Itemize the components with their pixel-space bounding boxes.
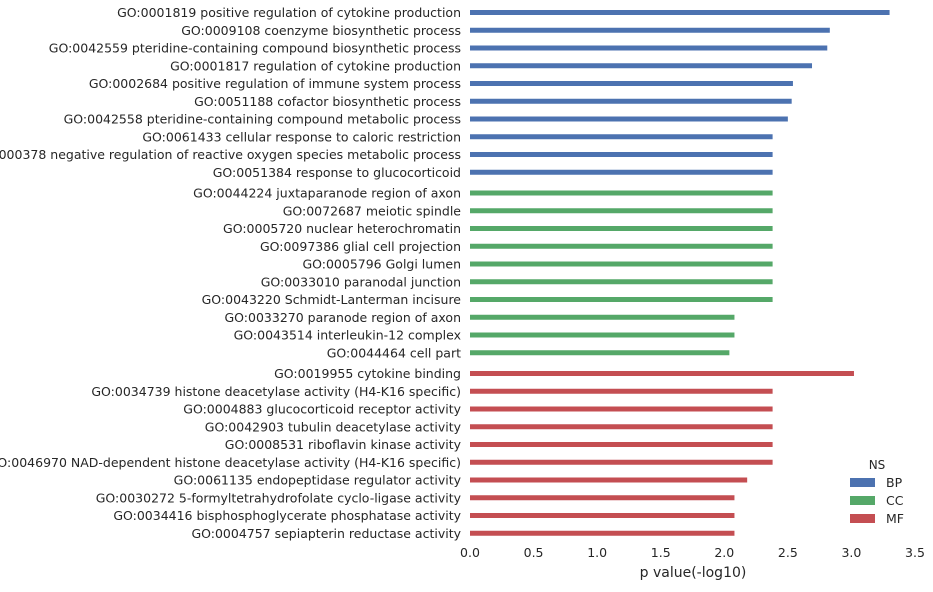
bar-mf bbox=[470, 530, 735, 536]
bar-mf bbox=[470, 459, 773, 465]
bar-cc bbox=[470, 190, 773, 196]
bar-mf bbox=[470, 495, 735, 501]
bar-cc bbox=[470, 350, 730, 356]
legend: NS BP CC MF bbox=[850, 458, 904, 526]
bar-cc bbox=[470, 226, 773, 231]
x-axis-ticks: 0.0 0.5 1.0 1.5 2.0 2.5 3.0 3.5 bbox=[460, 545, 925, 560]
category-label: GO:0009108 coenzyme biosynthetic process bbox=[181, 23, 461, 38]
legend-label-mf: MF bbox=[886, 511, 904, 526]
bar-cc bbox=[470, 332, 735, 338]
bar-cc bbox=[470, 297, 773, 302]
category-label: GO:0005796 Golgi lumen bbox=[302, 257, 461, 272]
legend-title: NS bbox=[869, 458, 886, 472]
x-tick-label: 1.5 bbox=[651, 545, 671, 560]
category-label: GO:0042559 pteridine-containing compound… bbox=[49, 41, 461, 56]
bar-mf bbox=[470, 388, 773, 394]
bar-mf bbox=[470, 424, 773, 430]
category-label: GO:0097386 glial cell projection bbox=[260, 239, 461, 254]
bar-cc bbox=[470, 314, 735, 320]
category-label: GO:0033270 paranode region of axon bbox=[225, 310, 462, 325]
bar-mf bbox=[470, 406, 773, 412]
category-label: GO:0042558 pteridine-containing compound… bbox=[64, 112, 461, 127]
bar-bp bbox=[470, 10, 890, 15]
bar-mf bbox=[470, 442, 773, 447]
category-label: GO:0051188 cofactor biosynthetic process bbox=[194, 94, 461, 109]
category-labels: GO:0001819 positive regulation of cytoki… bbox=[0, 5, 462, 541]
category-label: GO:0033010 paranodal junction bbox=[261, 274, 461, 289]
category-label: GO:0044224 juxtaparanode region of axon bbox=[193, 186, 461, 201]
category-label: GO:0043514 interleukin-12 complex bbox=[234, 328, 461, 343]
bar-bp bbox=[470, 63, 813, 69]
category-label: GO:0001817 regulation of cytokine produc… bbox=[170, 58, 461, 73]
bar-mf bbox=[470, 371, 854, 376]
category-label: GO:0043220 Schmidt-Lanterman incisure bbox=[202, 292, 462, 307]
legend-swatch-mf bbox=[850, 514, 875, 523]
category-label: GO:2000378 negative regulation of reacti… bbox=[0, 147, 461, 162]
bar-bp bbox=[470, 134, 773, 140]
x-tick-label: 3.0 bbox=[841, 545, 861, 560]
category-label: GO:0044464 cell part bbox=[327, 345, 461, 360]
legend-swatch-cc bbox=[850, 496, 875, 505]
x-axis-title: p value(-log10) bbox=[640, 565, 747, 581]
bar-cc bbox=[470, 261, 773, 267]
category-label: GO:0001819 positive regulation of cytoki… bbox=[117, 5, 461, 20]
x-tick-label: 3.5 bbox=[905, 545, 925, 560]
bar-mf bbox=[470, 513, 735, 518]
legend-label-cc: CC bbox=[886, 493, 904, 508]
category-label: GO:0051384 response to glucocorticoid bbox=[213, 165, 461, 180]
bar-cc bbox=[470, 243, 773, 249]
bar-bp bbox=[470, 81, 793, 86]
category-label: GO:0034416 bisphosphoglycerate phosphata… bbox=[113, 508, 461, 523]
bar-bp bbox=[470, 27, 830, 33]
bar-mf bbox=[470, 477, 748, 483]
category-label: GO:0004883 glucocorticoid receptor activ… bbox=[183, 402, 461, 417]
legend-swatch-bp bbox=[850, 478, 875, 487]
category-label: GO:0061433 cellular response to caloric … bbox=[142, 129, 461, 144]
category-label: GO:0042903 tubulin deacetylase activity bbox=[205, 419, 462, 434]
bar-bp bbox=[470, 45, 828, 51]
category-label: GO:0019955 cytokine binding bbox=[274, 366, 461, 381]
x-tick-label: 1.0 bbox=[587, 545, 607, 560]
legend-label-bp: BP bbox=[886, 475, 903, 490]
category-label: GO:0008531 riboflavin kinase activity bbox=[225, 437, 462, 452]
category-label: GO:0004757 sepiapterin reductase activit… bbox=[191, 526, 461, 541]
bar-bp bbox=[470, 98, 792, 104]
x-tick-label: 2.5 bbox=[778, 545, 798, 560]
category-label: GO:0005720 nuclear heterochromatin bbox=[223, 221, 461, 236]
x-tick-label: 2.0 bbox=[714, 545, 734, 560]
x-tick-label: 0.0 bbox=[460, 545, 480, 560]
category-label: GO:0072687 meiotic spindle bbox=[283, 203, 462, 218]
category-label: GO:0046970 NAD-dependent histone deacety… bbox=[0, 455, 461, 470]
category-label: GO:0061135 endopeptidase regulator activ… bbox=[174, 473, 462, 488]
bar-cc bbox=[470, 279, 773, 285]
bars-layer bbox=[470, 10, 890, 536]
bar-cc bbox=[470, 208, 773, 214]
category-label: GO:0030272 5-formyltetrahydrofolate cycl… bbox=[96, 490, 462, 505]
category-label: GO:0034739 histone deacetylase activity … bbox=[91, 384, 461, 399]
bar-bp bbox=[470, 116, 788, 122]
category-label: GO:0002684 positive regulation of immune… bbox=[89, 76, 461, 91]
x-tick-label: 0.5 bbox=[524, 545, 544, 560]
bar-bp bbox=[470, 169, 773, 175]
bar-bp bbox=[470, 152, 773, 157]
